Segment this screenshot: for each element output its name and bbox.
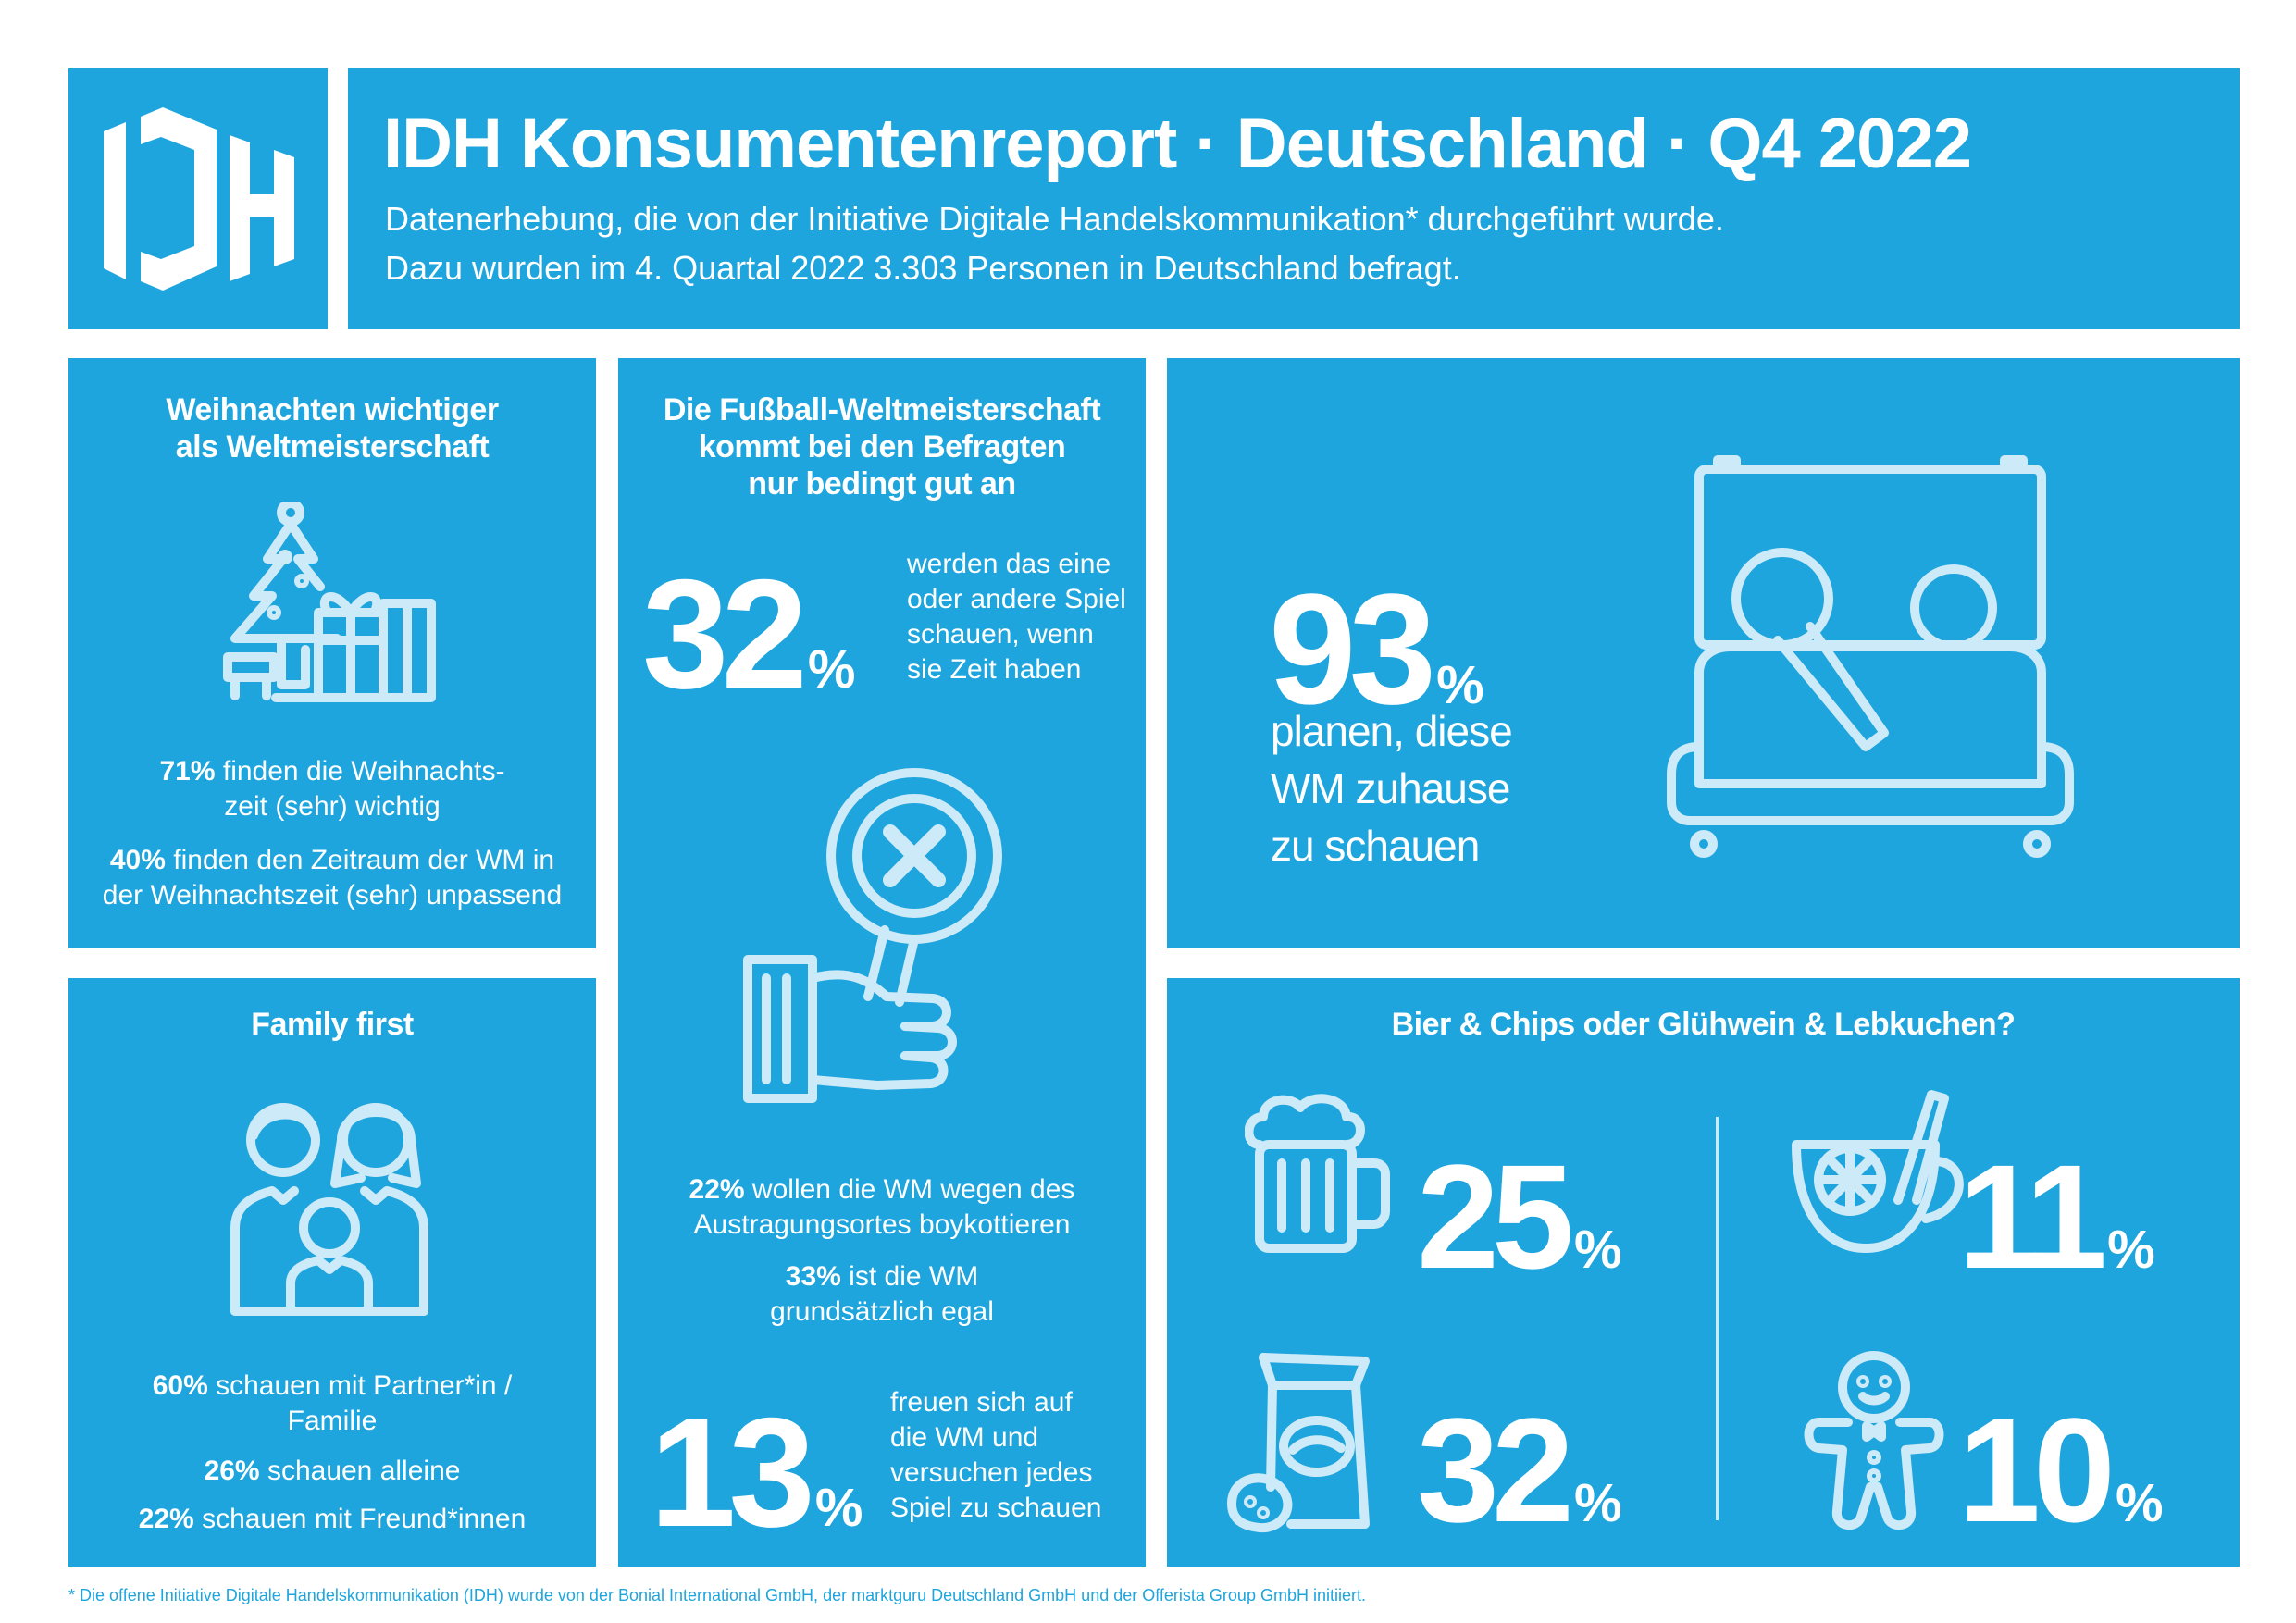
family-stat-2: 26% schauen alleine (68, 1454, 596, 1489)
family-stat-2-value: 26% (204, 1456, 260, 1486)
worldcup-big-stat-2-value: 13 (650, 1385, 815, 1559)
beer-mug-icon (1245, 1094, 1390, 1253)
beer-stat-value: 25 (1417, 1134, 1574, 1299)
worldcup-big-stat-2-text: freuen sich auf die WM und versuchen jed… (890, 1385, 1102, 1526)
worldcup-big-stat-2-line-3: versuchen jedes (890, 1457, 1093, 1488)
page-title: IDH Konsumentenreport · Deutschland · Q4… (383, 105, 1972, 183)
home-viewing-panel: 93% planen, diese WM zuhause zu schauen (1167, 358, 2240, 948)
family-title: Family first (251, 1007, 414, 1042)
family-stat-3-value: 22% (138, 1504, 194, 1534)
worldcup-title: Die Fußball-Weltmeisterschaft kommt bei … (618, 391, 1146, 502)
home-big-stat-unit: % (1436, 655, 1484, 715)
family-stat-1-value: 60% (152, 1370, 208, 1401)
beer-stat: 25% (1417, 1143, 1622, 1291)
home-text-line-1: planen, diese (1271, 707, 1513, 755)
worldcup-title-line-1: Die Fußball-Weltmeisterschaft (663, 392, 1101, 427)
worldcup-big-stat-2-line-1: freuen sich auf (890, 1387, 1073, 1418)
worldcup-big-stat-1-line-2: oder andere Spiel (907, 584, 1126, 614)
worldcup-panel: Die Fußball-Weltmeisterschaft kommt bei … (618, 358, 1146, 1567)
chips-stat: 32% (1417, 1396, 1622, 1544)
subtitle-line-1: Datenerhebung, die von der Initiative Di… (385, 200, 1724, 238)
christmas-stat-1-text-2: zeit (sehr) wichtig (224, 791, 441, 822)
mulled-wine-icon (1792, 1090, 1964, 1253)
logo-box (68, 68, 328, 329)
home-big-stat: 93% (1269, 571, 1484, 728)
chips-bag-icon (1227, 1353, 1370, 1533)
snacks-panel: Bier & Chips oder Glühwein & Lebkuchen? … (1167, 978, 2240, 1567)
family-panel: Family first 60% schauen mit Partner*in … (68, 978, 596, 1567)
hand-reject-sign-icon (743, 768, 1002, 1103)
family-stat-3: 22% schauen mit Freund*innen (68, 1502, 596, 1537)
family-stat-2-text: schauen alleine (259, 1456, 461, 1486)
gingerbread-stat-unit: % (2115, 1473, 2164, 1533)
worldcup-stat-2-value: 33% (785, 1261, 841, 1292)
gingerbread-stat: 10% (1958, 1396, 2164, 1544)
chips-stat-value: 32 (1417, 1387, 1574, 1553)
header-banner: IDH Konsumentenreport · Deutschland · Q4… (348, 68, 2240, 329)
family-stat-1: 60% schauen mit Partner*in / Familie (68, 1369, 596, 1439)
worldcup-big-stat-1-line-1: werden das eine (907, 549, 1111, 579)
chips-stat-unit: % (1573, 1473, 1622, 1533)
worldcup-big-stat-2-line-4: Spiel zu schauen (890, 1493, 1102, 1523)
christmas-stat-1-text-1: finden die Weihnachts- (215, 756, 505, 787)
christmas-title-line-1: Weihnachten wichtiger (166, 392, 499, 427)
worldcup-big-stat-1-value: 32 (642, 547, 808, 721)
christmas-title: Weihnachten wichtiger als Weltmeistersch… (68, 391, 596, 465)
worldcup-stat-1: 22% wollen die WM wegen des Austragungso… (618, 1172, 1146, 1243)
snacks-title: Bier & Chips oder Glühwein & Lebkuchen? (1391, 1007, 2016, 1042)
worldcup-big-stat-1: 32% (642, 556, 855, 712)
worldcup-stat-2: 33% ist die WM grundsätzlich egal (618, 1259, 1146, 1330)
worldcup-stat-1-value: 22% (689, 1174, 745, 1205)
christmas-title-line-2: als Weltmeisterschaft (175, 429, 490, 465)
worldcup-title-line-3: nur bedingt gut an (748, 466, 1016, 502)
worldcup-stat-1-text-2: Austragungsortes boykottieren (693, 1209, 1071, 1240)
mulled-wine-stat-unit: % (2107, 1220, 2155, 1280)
subtitle-line-2: Dazu wurden im 4. Quartal 2022 3.303 Per… (385, 249, 1461, 287)
couch-tv-viewers-icon (1667, 455, 2074, 858)
mulled-wine-stat: 11% (1958, 1143, 2155, 1291)
footnote: * Die offene Initiative Digitale Handels… (68, 1586, 1366, 1604)
worldcup-stat-1-text-1: wollen die WM wegen des (744, 1174, 1075, 1205)
christmas-stat-2-text-1: finden den Zeitraum der WM in (165, 845, 555, 875)
idh-logo (104, 107, 294, 291)
home-text: planen, diese WM zuhause zu schauen (1271, 702, 1513, 874)
mulled-wine-stat-value: 11 (1958, 1134, 2107, 1299)
home-text-line-2: WM zuhause (1271, 764, 1510, 812)
family-stat-1-text-1: schauen mit Partner*in / (207, 1370, 513, 1401)
family-icon (230, 1103, 428, 1316)
worldcup-big-stat-1-unit: % (807, 639, 856, 700)
worldcup-big-stat-2-unit: % (814, 1478, 863, 1538)
gingerbread-stat-value: 10 (1958, 1387, 2116, 1553)
home-text-line-3: zu schauen (1271, 822, 1480, 870)
christmas-stat-1: 71% finden die Weihnachts- zeit (sehr) w… (68, 754, 596, 824)
worldcup-big-stat-1-line-3: schauen, wenn (907, 619, 1094, 650)
gingerbread-man-icon (1804, 1351, 1944, 1530)
worldcup-big-stat-2: 13% (650, 1394, 863, 1550)
christmas-tree-gifts-icon (223, 502, 436, 702)
snacks-divider (1716, 1117, 1719, 1520)
family-stat-1-text-2: Familie (287, 1406, 378, 1436)
beer-stat-unit: % (1573, 1220, 1622, 1280)
home-big-stat-value: 93 (1269, 562, 1436, 737)
christmas-stat-2-text-2: der Weihnachtszeit (sehr) unpassend (102, 880, 563, 911)
worldcup-big-stat-2-line-2: die WM und (890, 1422, 1039, 1453)
christmas-panel: Weihnachten wichtiger als Weltmeistersch… (68, 358, 596, 948)
worldcup-title-line-2: kommt bei den Befragten (698, 429, 1066, 465)
christmas-stat-2: 40% finden den Zeitraum der WM in der We… (68, 843, 596, 913)
worldcup-stat-2-text-1: ist die WM (840, 1261, 979, 1292)
christmas-stat-1-value: 71% (159, 756, 216, 787)
worldcup-stat-2-text-2: grundsätzlich egal (770, 1296, 994, 1327)
worldcup-big-stat-1-line-4: sie Zeit haben (907, 654, 1082, 685)
family-stat-3-text: schauen mit Freund*innen (193, 1504, 527, 1534)
christmas-stat-2-value: 40% (109, 845, 166, 875)
worldcup-big-stat-1-text: werden das eine oder andere Spiel schaue… (907, 547, 1126, 688)
